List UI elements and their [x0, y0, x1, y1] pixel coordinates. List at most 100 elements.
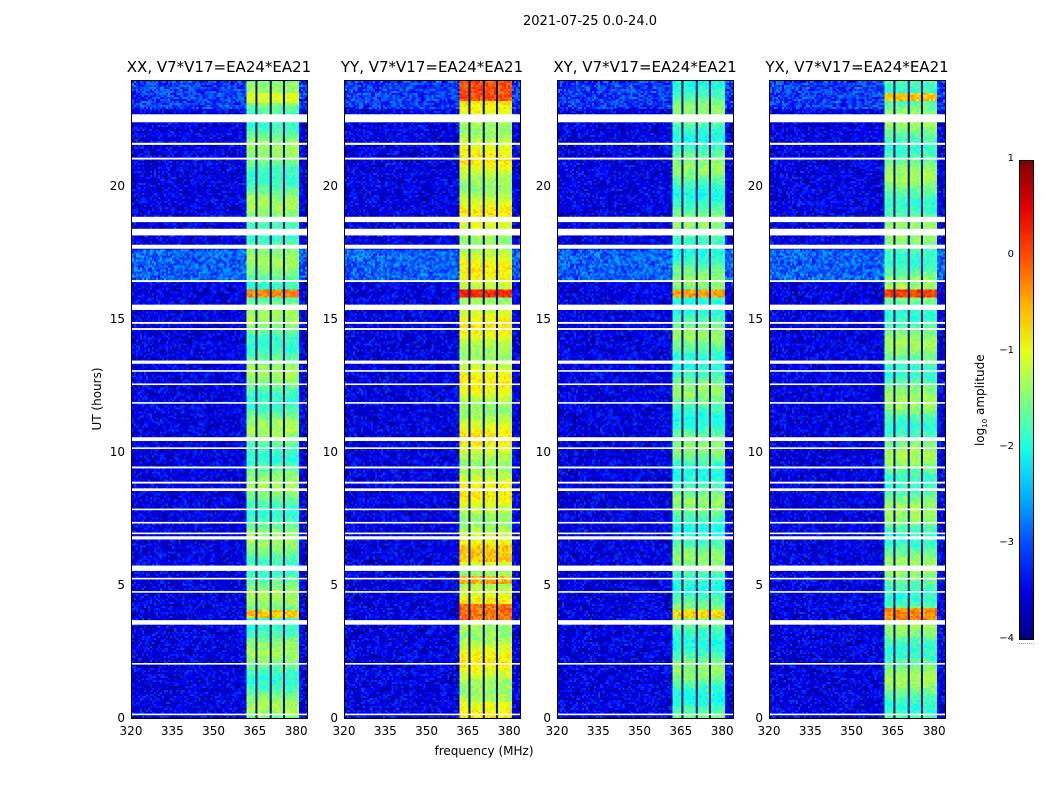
- y-tick-label: 5: [755, 577, 763, 592]
- flagged-time-row: [345, 280, 520, 283]
- flagged-time-row: [345, 370, 520, 372]
- flagged-time-row: [345, 244, 520, 249]
- x-tick-label: 380: [922, 724, 946, 738]
- x-tick-label: 365: [881, 724, 905, 738]
- channel-gap: [482, 81, 485, 718]
- flagged-time-row: [132, 228, 307, 236]
- flagged-time-row: [132, 577, 307, 580]
- flagged-time-row: [345, 481, 520, 484]
- flagged-time-row: [132, 370, 307, 372]
- channel-gap: [269, 81, 272, 718]
- flagged-time-row: [345, 157, 520, 160]
- flagged-time-row: [770, 488, 945, 492]
- flagged-time-row: [770, 383, 945, 386]
- y-tick-label: 5: [543, 577, 551, 592]
- y-axis-label: UT (hours): [90, 367, 104, 431]
- flagged-time-row: [770, 536, 945, 540]
- heatmap-overlay: [132, 81, 307, 718]
- heatmap-overlay: [345, 81, 520, 718]
- flagged-time-row: [770, 228, 945, 236]
- colorbar-tick-label: 1: [1007, 153, 1014, 164]
- flagged-time-row: [345, 536, 520, 540]
- flagged-time-row: [558, 577, 733, 580]
- flagged-time-row: [132, 447, 307, 449]
- flagged-time-row: [770, 142, 945, 145]
- flagged-time-row: [132, 508, 307, 511]
- colorbar-label: log10 amplitude: [972, 354, 990, 447]
- flagged-time-row: [558, 466, 733, 469]
- flagged-time-row: [770, 447, 945, 449]
- flagged-time-row: [345, 360, 520, 364]
- y-tick-label: 15: [109, 311, 125, 326]
- colorbar-tick-label: 0: [1007, 249, 1014, 260]
- y-tick-label: 10: [535, 444, 551, 459]
- y-tick-label: 0: [543, 711, 551, 725]
- flagged-time-row: [770, 663, 945, 665]
- flagged-time-row: [770, 713, 945, 716]
- x-tick-label: 335: [586, 724, 610, 738]
- y-tick-label: 15: [322, 311, 338, 326]
- flagged-time-row: [558, 508, 733, 511]
- flagged-time-row: [132, 532, 307, 535]
- flagged-time-row: [770, 565, 945, 571]
- flagged-time-row: [770, 466, 945, 469]
- flagged-time-row: [770, 360, 945, 364]
- x-tick-label: 320: [332, 724, 356, 738]
- flagged-time-row: [770, 244, 945, 249]
- flagged-time-row: [345, 508, 520, 511]
- flagged-time-row: [770, 591, 945, 593]
- y-tick-label: 15: [535, 311, 551, 326]
- flagged-time-row: [345, 304, 520, 310]
- flagged-time-row: [770, 370, 945, 372]
- flagged-time-row: [558, 591, 733, 593]
- flagged-time-row: [132, 536, 307, 540]
- flagged-time-row: [558, 304, 733, 310]
- flagged-time-row: [770, 328, 945, 330]
- x-axis-label: frequency (MHz): [434, 744, 534, 758]
- x-tick-label: 365: [456, 724, 480, 738]
- flagged-time-row: [345, 663, 520, 665]
- flagged-time-row: [770, 280, 945, 283]
- y-tick-label: 5: [330, 577, 338, 592]
- flagged-time-row: [558, 713, 733, 716]
- flagged-time-row: [558, 437, 733, 441]
- flagged-time-row: [345, 466, 520, 469]
- y-tick-label: 20: [747, 178, 763, 193]
- flagged-time-row: [558, 532, 733, 535]
- channel-gap: [468, 81, 471, 718]
- flagged-time-row: [132, 521, 307, 524]
- flagged-time-row: [132, 466, 307, 469]
- flagged-time-row: [770, 114, 945, 123]
- flagged-time-row: [345, 437, 520, 441]
- x-tick-label: 365: [243, 724, 267, 738]
- flagged-time-row: [345, 402, 520, 404]
- flagged-time-row: [345, 620, 520, 625]
- waterfall-panel: [131, 80, 308, 719]
- panel-title: XX, V7*V17=EA24*EA21: [126, 58, 312, 76]
- y-tick-label: 0: [755, 711, 763, 725]
- x-tick-label: 335: [798, 724, 822, 738]
- waterfall-panel: [344, 80, 521, 719]
- flagged-time-row: [132, 488, 307, 492]
- flagged-time-row: [132, 114, 307, 123]
- x-tick-label: 380: [710, 724, 734, 738]
- flagged-time-row: [770, 321, 945, 324]
- colorbar-tick-label: −1: [999, 345, 1014, 356]
- flagged-time-row: [558, 157, 733, 160]
- y-tick-label: 20: [535, 178, 551, 193]
- flagged-time-row: [558, 536, 733, 540]
- flagged-time-row: [345, 321, 520, 324]
- y-tick-label: 5: [117, 577, 125, 592]
- flagged-time-row: [770, 508, 945, 511]
- flagged-time-row: [132, 157, 307, 160]
- x-tick-label: 365: [669, 724, 693, 738]
- flagged-time-row: [132, 620, 307, 625]
- flagged-time-row: [558, 383, 733, 386]
- heatmap-pixels: [345, 81, 520, 718]
- flagged-time-row: [558, 402, 733, 404]
- flagged-time-row: [558, 488, 733, 492]
- flagged-time-row: [345, 565, 520, 571]
- waterfall-panel: [769, 80, 946, 719]
- channel-gap: [282, 81, 285, 718]
